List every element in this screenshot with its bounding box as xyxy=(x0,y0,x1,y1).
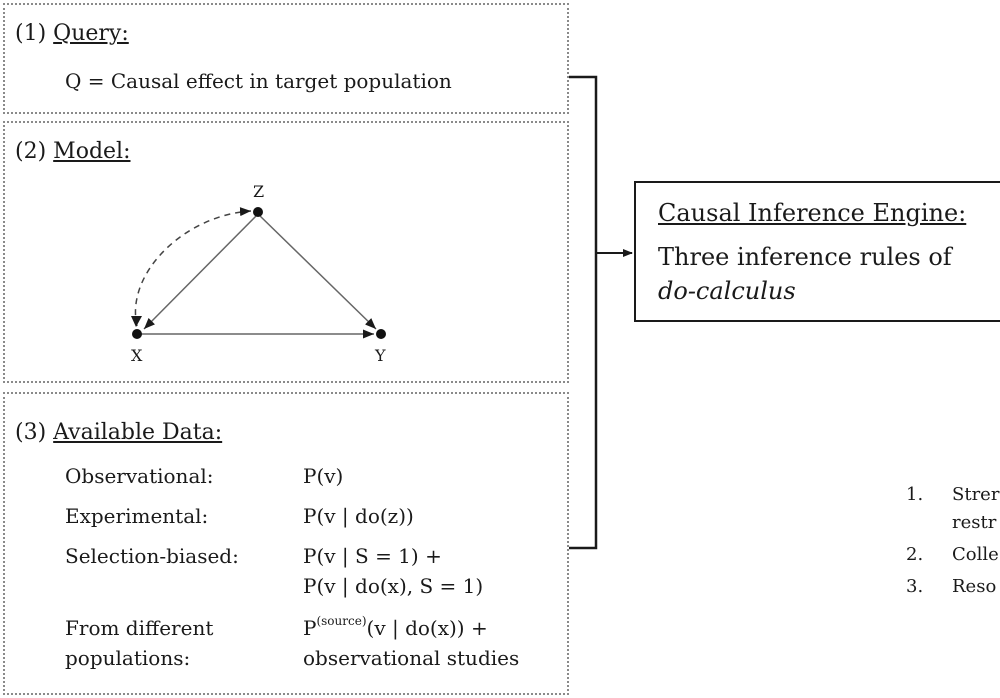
row-value: observational studies xyxy=(303,646,520,670)
causal-graph: Z X Y xyxy=(131,182,386,365)
list-text: Colle xyxy=(952,544,999,565)
data-row-observational: Observational: P(v) xyxy=(65,464,343,488)
edge-x-z-bidirected xyxy=(134,207,252,327)
engine-title: Causal Inference Engine: xyxy=(658,199,967,227)
row-value: P(v | do(x), S = 1) xyxy=(303,574,484,598)
data-title-text: Available Data: xyxy=(53,420,223,445)
model-title: (2) Model: xyxy=(15,139,131,164)
node-y xyxy=(376,329,386,339)
node-x xyxy=(132,329,142,339)
row-label: Experimental: xyxy=(65,504,209,528)
row-value: P(v | do(z)) xyxy=(303,504,414,528)
query-number: (1) xyxy=(15,21,47,46)
data-row-different-populations-cont: populations: observational studies xyxy=(65,646,519,670)
inference-engine-box: Causal Inference Engine: Three inference… xyxy=(634,181,1000,322)
model-number: (2) xyxy=(15,139,47,164)
engine-line1: Three inference rules of xyxy=(658,243,952,271)
node-z-label: Z xyxy=(253,182,264,201)
row-label: Selection-biased: xyxy=(65,544,239,568)
row-value: P(v | S = 1) + xyxy=(303,544,442,568)
side-list-item-1-cont: restr xyxy=(906,512,996,533)
list-number: 1. xyxy=(906,484,924,505)
list-text: Strer xyxy=(952,484,1000,505)
data-row-selection-biased: Selection-biased: P(v | S = 1) + xyxy=(65,544,442,568)
query-text: Q = Causal effect in target population xyxy=(65,69,452,93)
node-y-label: Y xyxy=(374,346,386,365)
data-row-different-populations: From different P(source)(v | do(x)) + xyxy=(65,614,488,640)
data-number: (3) xyxy=(15,420,47,445)
model-title-text: Model: xyxy=(53,139,131,164)
model-panel: (2) Model: Z X Y xyxy=(3,121,569,383)
row-label: From different xyxy=(65,616,214,640)
row-label: populations: xyxy=(65,646,191,670)
side-list-item-1: 1. Strer xyxy=(906,484,999,505)
query-panel: (1) Query: Q = Causal effect in target p… xyxy=(3,3,569,114)
value-superscript: (source) xyxy=(316,614,367,628)
data-panel: (3) Available Data: Observational: P(v) … xyxy=(3,392,569,695)
query-title: (1) Query: xyxy=(15,21,129,46)
value-prefix: P xyxy=(303,616,317,640)
data-row-experimental: Experimental: P(v | do(z)) xyxy=(65,504,414,528)
list-number: 2. xyxy=(906,544,924,565)
data-title: (3) Available Data: xyxy=(15,420,222,445)
bracket-connector xyxy=(569,75,598,550)
row-label: Observational: xyxy=(65,464,214,488)
query-title-text: Query: xyxy=(53,21,129,46)
bidirected-arrowhead-x xyxy=(131,316,142,327)
list-text: restr xyxy=(952,512,997,533)
list-text: Reso xyxy=(952,576,997,597)
node-z xyxy=(253,207,263,217)
list-number: 3. xyxy=(906,576,924,597)
edge-z-to-y xyxy=(257,213,377,330)
side-list-item-2: 2. Colle xyxy=(906,544,999,565)
row-value: P(v) xyxy=(303,464,344,488)
engine-line2: do-calculus xyxy=(658,277,796,305)
value-suffix: (v | do(x)) + xyxy=(366,616,488,640)
row-value: P(source)(v | do(x)) + xyxy=(303,614,488,640)
edge-z-to-x xyxy=(143,213,259,330)
side-list-item-3: 3. Reso xyxy=(906,576,996,597)
node-x-label: X xyxy=(131,346,143,365)
